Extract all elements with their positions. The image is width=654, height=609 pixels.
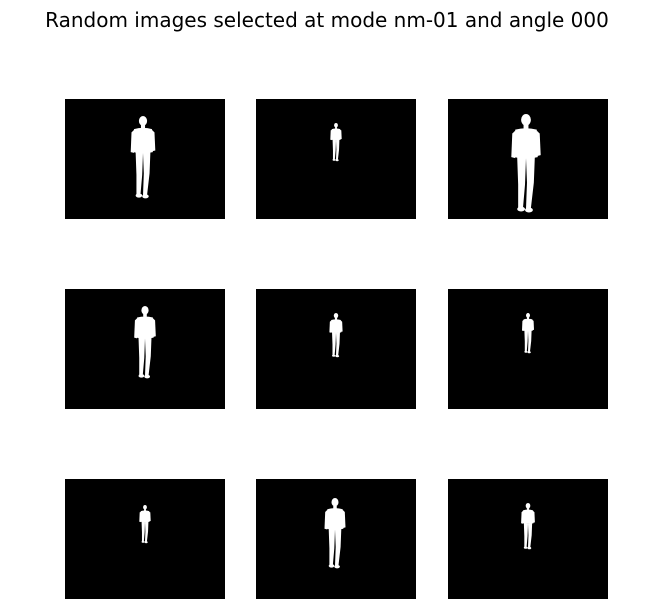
image-panel-r2-c1: [65, 289, 225, 409]
image-panel-r2-c3: [448, 289, 608, 409]
image-panel-r3-c3: [448, 479, 608, 599]
figure-title: Random images selected at mode nm-01 and…: [45, 8, 609, 32]
image-panel-r1-c3: [448, 99, 608, 219]
silhouette-image: [448, 479, 608, 599]
silhouette-image: [256, 289, 416, 409]
silhouette-image: [448, 99, 608, 219]
person-silhouette: [511, 114, 541, 213]
image-panel-r1-c1: [65, 99, 225, 219]
silhouette-image: [256, 99, 416, 219]
silhouette-image: [256, 479, 416, 599]
silhouette-image: [65, 479, 225, 599]
image-panel-r3-c1: [65, 479, 225, 599]
person-silhouette: [134, 306, 156, 379]
image-panel-r3-c2: [256, 479, 416, 599]
person-silhouette: [522, 313, 534, 354]
image-panel-r1-c2: [256, 99, 416, 219]
image-panel-r2-c2: [256, 289, 416, 409]
silhouette-image: [65, 289, 225, 409]
person-silhouette: [329, 313, 343, 358]
person-silhouette: [330, 123, 342, 162]
person-silhouette: [130, 116, 156, 199]
person-silhouette: [139, 505, 151, 544]
person-silhouette: [521, 503, 535, 550]
silhouette-image: [448, 289, 608, 409]
silhouette-image: [65, 99, 225, 219]
person-silhouette: [324, 498, 346, 569]
